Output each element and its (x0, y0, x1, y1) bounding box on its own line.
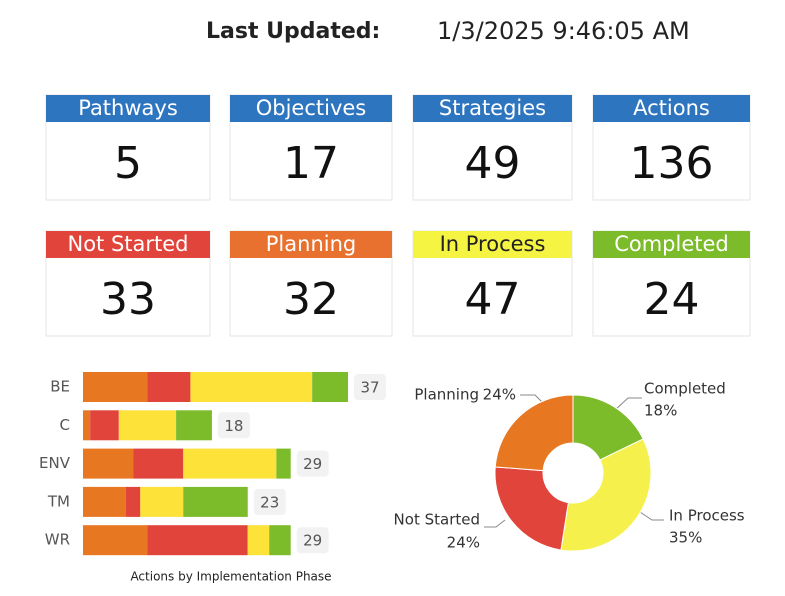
bar-segment (133, 448, 184, 479)
card-header (230, 231, 392, 258)
bar-segment (312, 372, 348, 402)
card-value: 32 (283, 274, 339, 325)
card-value: 17 (283, 138, 339, 189)
bar-segment (147, 372, 191, 402)
y-tick-label: BE (50, 378, 70, 396)
slice-name: Planning (414, 386, 479, 404)
card-label: Strategies (439, 96, 546, 120)
bar-segment (176, 410, 212, 441)
leader-line (484, 519, 506, 528)
card-label: Not Started (67, 232, 188, 256)
bar-segment (125, 486, 141, 517)
total-label: 18 (224, 417, 243, 435)
slice-percent: 35% (669, 529, 702, 547)
bar-segment (147, 525, 248, 556)
card-header (46, 231, 210, 258)
bar-segment (83, 372, 148, 402)
card-header (413, 95, 572, 122)
card-label: Objectives (256, 96, 367, 120)
card-label: Completed (614, 232, 729, 256)
bar-segment (83, 525, 148, 556)
card-header (413, 231, 572, 258)
bar-segment (276, 448, 291, 479)
slice-percent: 24% (447, 534, 480, 552)
slice-percent: 24% (483, 386, 516, 404)
card-value: 5 (114, 138, 142, 189)
bar-segment (183, 486, 248, 517)
card-value: 47 (465, 274, 521, 325)
y-tick-label: TM (47, 492, 70, 510)
total-box (253, 488, 286, 515)
bar-segment (118, 410, 177, 441)
total-label: 29 (303, 455, 322, 473)
card-label: Actions (633, 96, 710, 120)
total-box (296, 527, 329, 554)
bar-segment (247, 525, 270, 556)
leader-line (520, 394, 544, 404)
total-label: 23 (260, 493, 279, 511)
slice-percent: 18% (644, 402, 677, 420)
bar-segment (83, 448, 134, 479)
total-box (217, 412, 250, 439)
card-label: Planning (266, 232, 356, 256)
y-tick-label: ENV (39, 454, 71, 472)
leader-line (639, 511, 664, 521)
bar-segment (83, 486, 126, 517)
y-tick-label: C (60, 416, 70, 434)
bar-segment (90, 410, 119, 441)
card-label: Pathways (78, 96, 178, 120)
slice-name: In Process (669, 507, 745, 525)
bar-segment (140, 486, 184, 517)
card-header (230, 95, 392, 122)
card-value: 24 (644, 274, 700, 325)
card-label: In Process (440, 232, 546, 256)
bar-segment (190, 372, 313, 402)
slice-name: Not Started (394, 511, 480, 529)
card-value: 49 (465, 138, 521, 189)
total-label: 37 (360, 379, 379, 397)
leader-line (614, 397, 642, 411)
card-header (46, 95, 210, 122)
bar-segment (269, 525, 291, 556)
bar-segment (83, 410, 91, 441)
slice-name: Completed (644, 380, 726, 398)
donut-slice (494, 466, 569, 551)
donut-slice (494, 394, 574, 472)
updated-label: Last Updated: (206, 19, 380, 44)
y-tick-label: WR (45, 531, 70, 549)
card-value: 136 (630, 138, 714, 189)
card-value: 33 (100, 274, 156, 325)
card-header (593, 231, 750, 258)
updated-value: 1/3/2025 9:46:05 AM (437, 17, 690, 45)
bar-segment (183, 448, 277, 479)
donut-slice (560, 438, 652, 552)
x-axis-title: Actions by Implementation Phase (130, 570, 331, 584)
total-label: 29 (303, 532, 322, 550)
card-header (593, 95, 750, 122)
total-box (296, 450, 329, 477)
total-box (354, 374, 386, 400)
